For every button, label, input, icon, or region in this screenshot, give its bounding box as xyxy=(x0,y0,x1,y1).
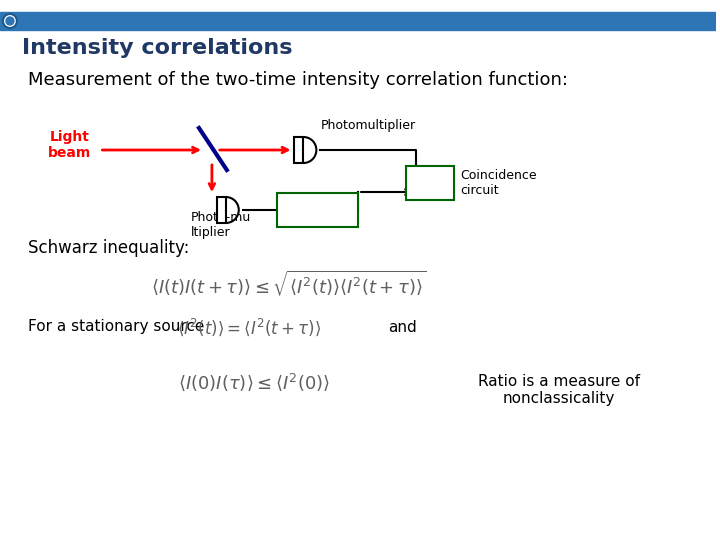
Text: $\langle I^2(t)\rangle = \langle I^2(t+\tau)\rangle$: $\langle I^2(t)\rangle = \langle I^2(t+\… xyxy=(176,316,321,338)
Bar xyxy=(294,137,303,163)
Circle shape xyxy=(3,14,17,28)
Text: For a stationary source: For a stationary source xyxy=(28,320,204,334)
Text: delay $\tau$: delay $\tau$ xyxy=(294,201,341,219)
Text: Ratio is a measure of
nonclassicality: Ratio is a measure of nonclassicality xyxy=(478,374,640,406)
Text: Coincidence
circuit: Coincidence circuit xyxy=(461,169,537,197)
Bar xyxy=(406,166,454,200)
Text: &: & xyxy=(420,171,440,195)
Text: Photo-mu
ltiplier: Photo-mu ltiplier xyxy=(191,211,251,239)
Text: Schwarz inequality:: Schwarz inequality: xyxy=(28,239,189,257)
Bar xyxy=(0,12,716,30)
Text: and: and xyxy=(388,320,417,334)
Text: $\langle I(t)I(t+\tau)\rangle \leq \sqrt{\langle I^2(t)\rangle\langle I^2(t+\tau: $\langle I(t)I(t+\tau)\rangle \leq \sqrt… xyxy=(150,268,426,298)
Text: Photomultiplier: Photomultiplier xyxy=(320,118,415,132)
Circle shape xyxy=(6,17,14,25)
Text: Intensity correlations: Intensity correlations xyxy=(22,38,292,58)
Text: Measurement of the two-time intensity correlation function:: Measurement of the two-time intensity co… xyxy=(28,71,568,89)
Text: $\langle I(0)I(\tau)\rangle \leq \langle I^2(0)\rangle$: $\langle I(0)I(\tau)\rangle \leq \langle… xyxy=(178,372,330,393)
Bar xyxy=(276,193,358,227)
Text: Light
beam: Light beam xyxy=(48,130,91,160)
Bar xyxy=(217,197,226,223)
